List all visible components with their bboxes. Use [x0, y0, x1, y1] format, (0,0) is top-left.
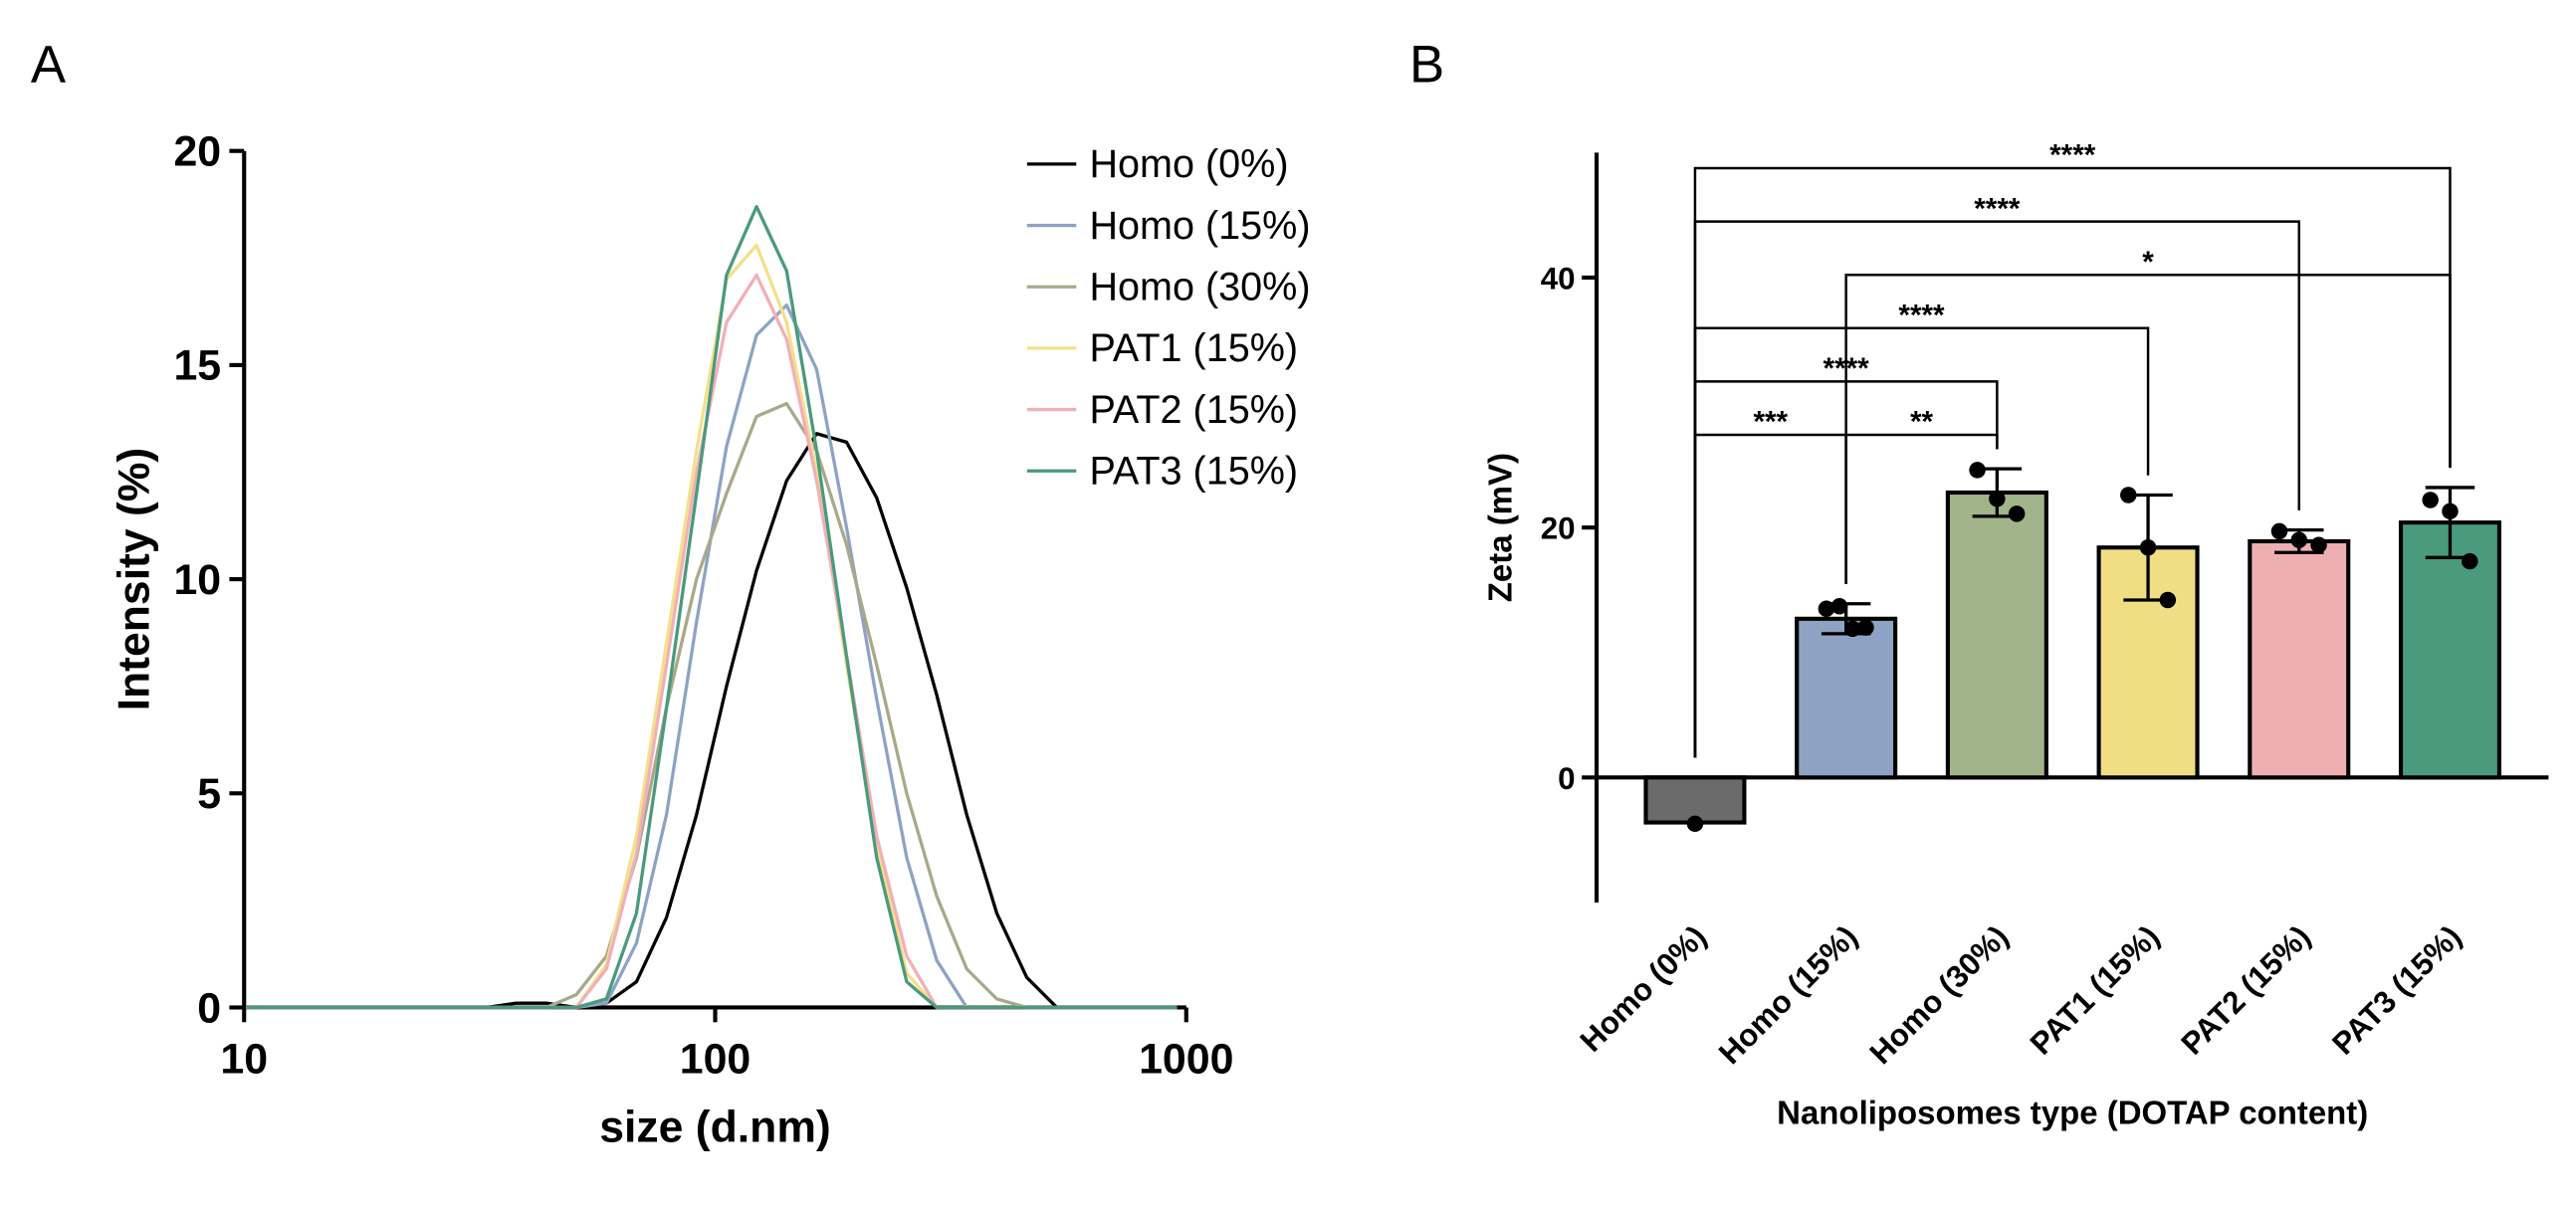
data-point	[2442, 502, 2459, 520]
data-point	[2270, 522, 2288, 540]
significance-label: **	[1910, 406, 1934, 439]
data-point	[1857, 619, 1874, 636]
data-point	[2422, 492, 2439, 508]
x-tick-label: PAT1 (15%)	[2024, 918, 2166, 1061]
x-tick-label: PAT3 (15%)	[2325, 918, 2468, 1061]
legend-label: Homo (0%)	[1089, 142, 1288, 186]
legend-label: PAT3 (15%)	[1089, 449, 1298, 493]
y-tick-label: 10	[173, 556, 221, 604]
y-tick-label: 0	[197, 984, 221, 1032]
x-tick-label: Homo (0%)	[1574, 918, 1713, 1058]
significance-label: ****	[1898, 299, 1945, 331]
bar	[1795, 616, 1898, 780]
x-tick-label: 1000	[1139, 1035, 1233, 1083]
y-tick-label: 40	[1541, 261, 1576, 296]
data-point	[2462, 552, 2478, 570]
series-line	[246, 205, 1178, 1010]
data-point	[1818, 600, 1835, 618]
series-line	[246, 401, 1178, 1010]
y-tick-label: 20	[173, 128, 221, 176]
bar	[1643, 775, 1747, 825]
panel-label: A	[31, 35, 67, 94]
data-point	[1969, 462, 1986, 479]
y-tick-label: 15	[173, 342, 221, 390]
x-axis-label: size (d.nm)	[599, 1104, 830, 1152]
y-tick-label: 20	[1541, 511, 1576, 546]
x-axis-label: Nanoliposomes type (DOTAP content)	[1777, 1095, 2368, 1131]
data-point	[2159, 591, 2177, 609]
significance-label: ***	[1753, 406, 1788, 439]
significance-label: ****	[2049, 139, 2096, 172]
significance-bracket	[1693, 166, 2452, 758]
x-tick-label: 10	[220, 1035, 268, 1083]
bar	[1945, 490, 2048, 780]
y-tick-label: 0	[1558, 761, 1575, 796]
bar	[2398, 520, 2502, 780]
data-point	[2310, 536, 2327, 553]
x-tick-label: PAT2 (15%)	[2175, 918, 2317, 1061]
y-axis-label: Zeta (mV)	[1481, 453, 1518, 602]
data-point	[1844, 620, 1861, 638]
data-point	[2290, 531, 2308, 548]
series-line	[246, 432, 1178, 1010]
panel-label: B	[1409, 35, 1444, 94]
data-point	[1830, 598, 1848, 615]
x-tick-label: Homo (15%)	[1712, 918, 1864, 1071]
significance-bracket	[1693, 326, 2150, 758]
series-line	[246, 243, 1178, 1010]
significance-label: *	[2142, 246, 2154, 279]
legend-label: Homo (30%)	[1089, 265, 1310, 308]
x-tick-label: Homo (30%)	[1863, 918, 2016, 1071]
x-tick-label: 100	[680, 1035, 751, 1083]
data-point	[1989, 491, 2006, 507]
data-point	[2139, 538, 2157, 556]
y-tick-label: 5	[197, 770, 221, 818]
y-axis-label: Intensity (%)	[110, 448, 159, 711]
legend-label: Homo (15%)	[1089, 204, 1310, 248]
bar	[2248, 538, 2351, 780]
data-point	[2008, 505, 2026, 522]
significance-label: ****	[1974, 192, 2021, 225]
data-point	[2120, 487, 2137, 503]
legend-label: PAT2 (15%)	[1089, 388, 1298, 432]
legend-label: PAT1 (15%)	[1089, 326, 1298, 370]
data-point	[1686, 815, 1704, 833]
